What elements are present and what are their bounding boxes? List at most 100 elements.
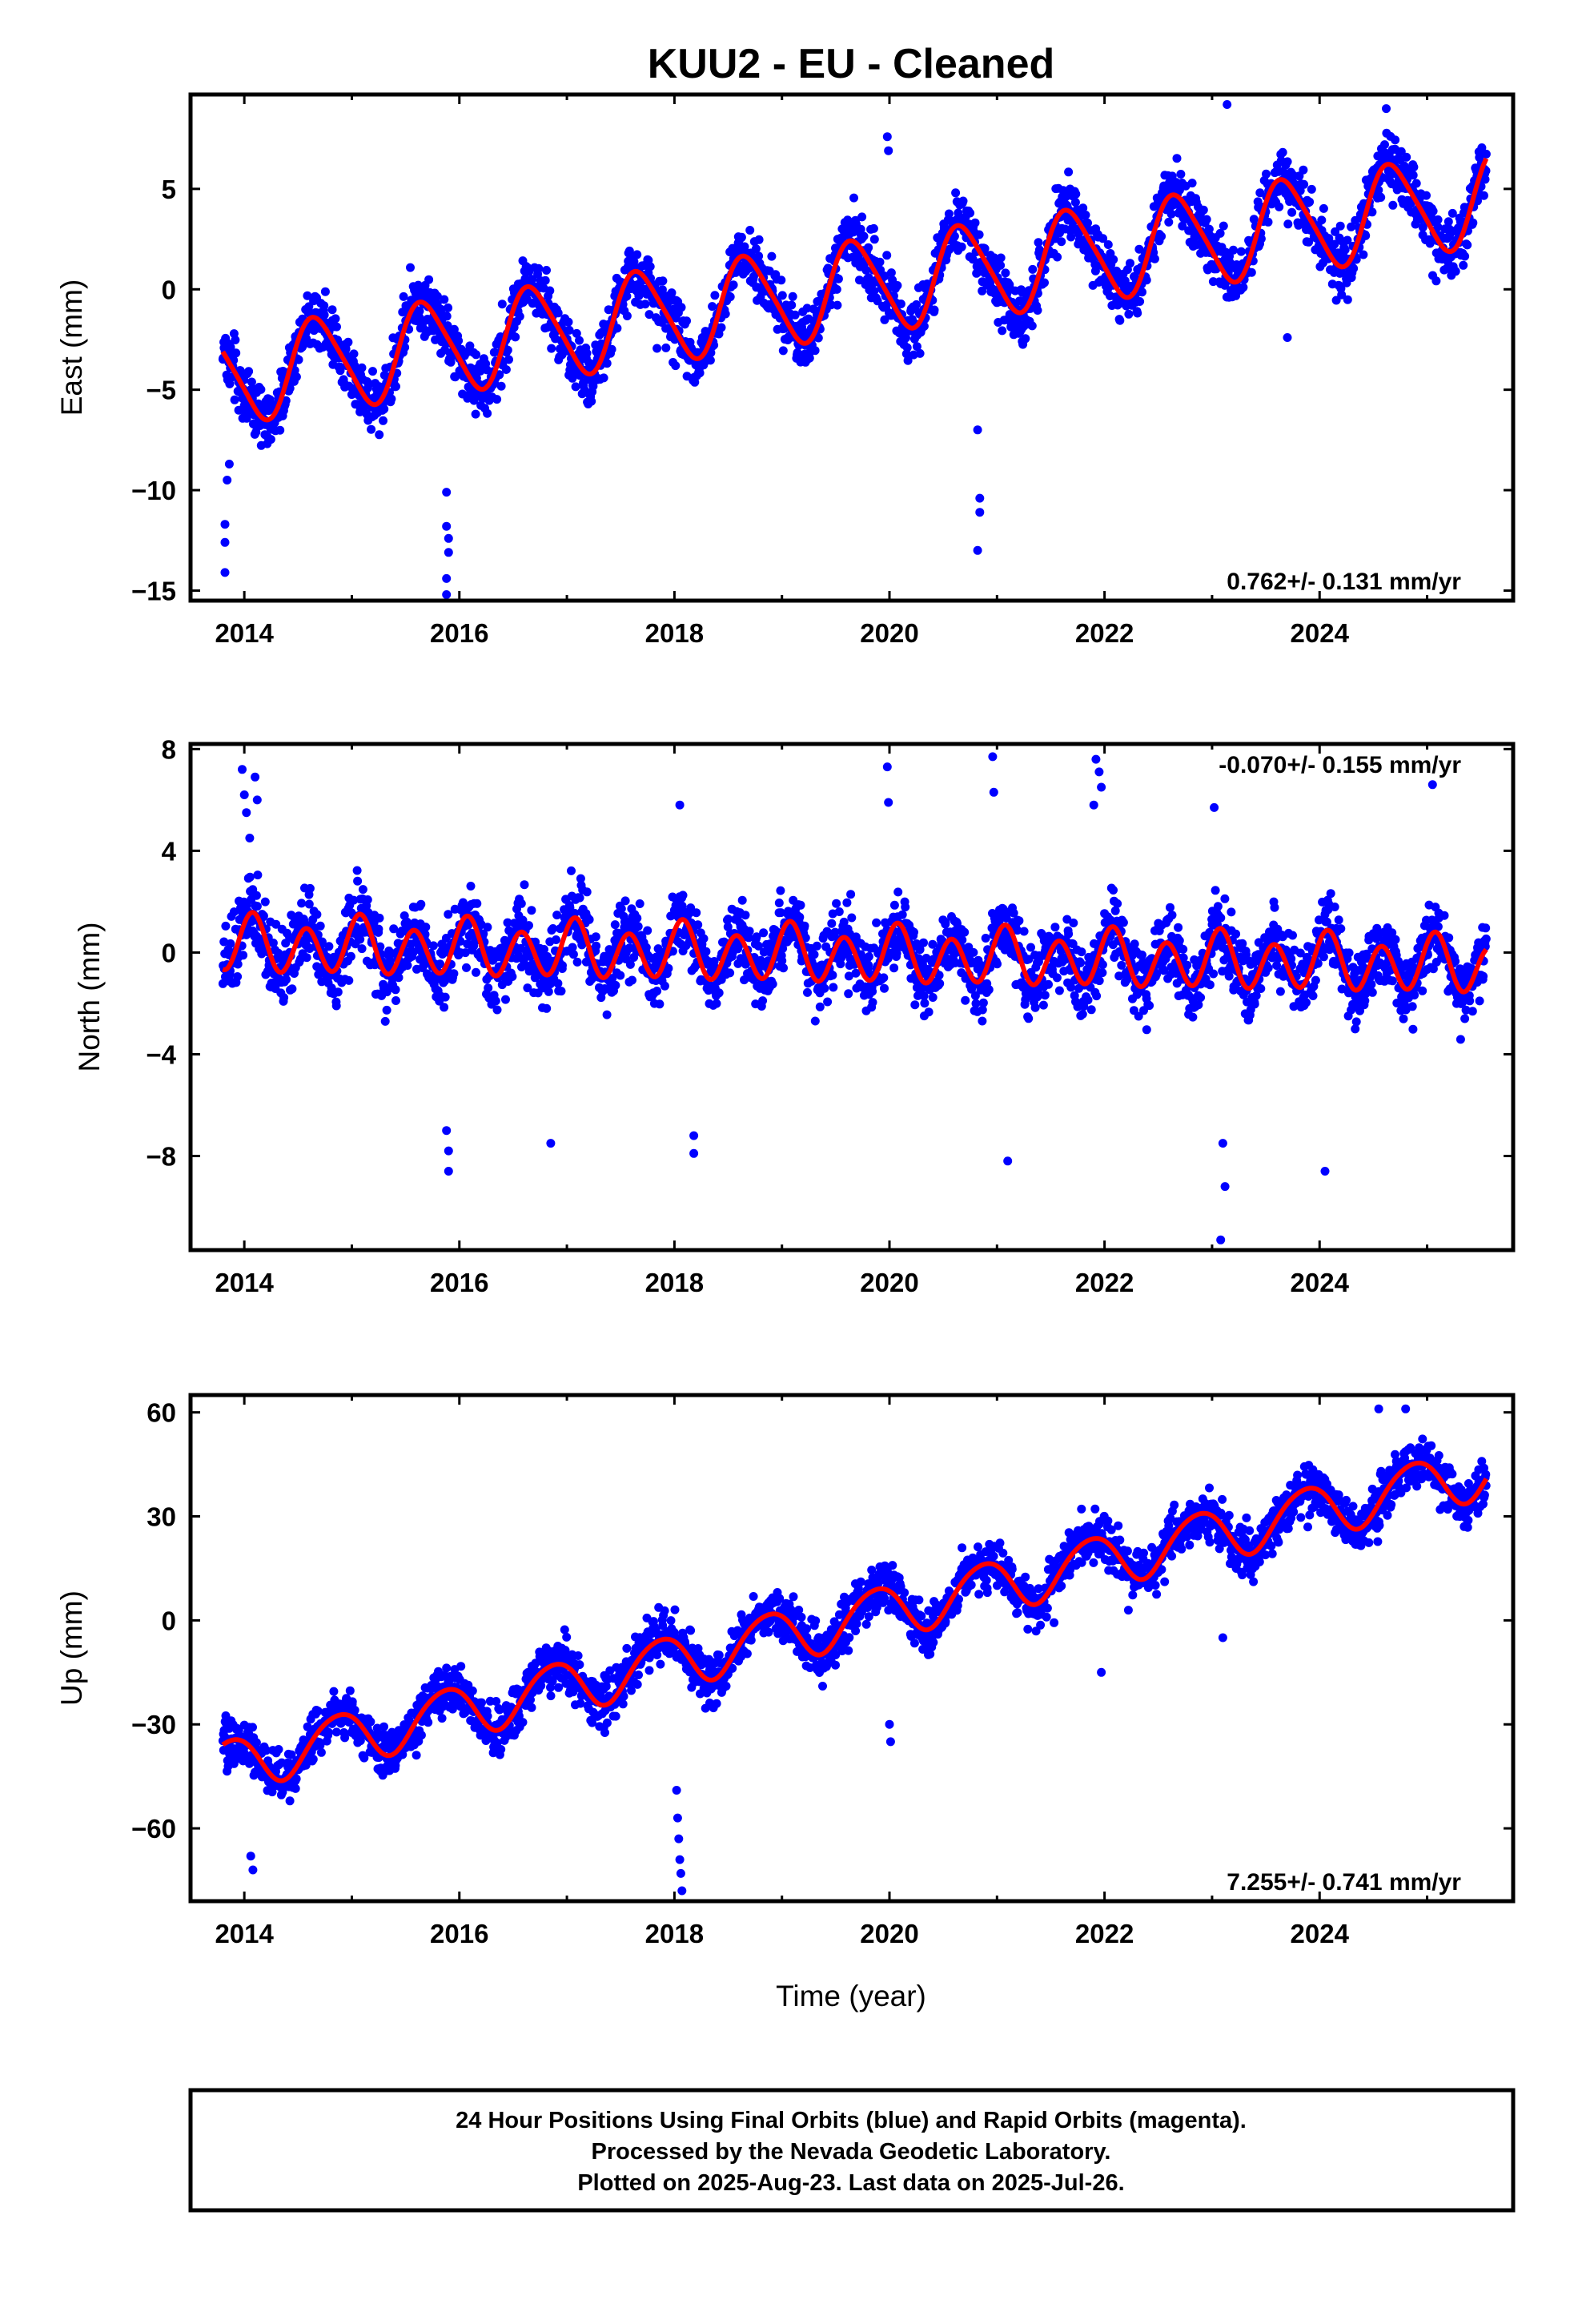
north-data-point [1130,939,1139,949]
north-scatter-layer [218,752,1491,1244]
east-data-point [400,343,410,352]
north-data-point [1024,1014,1034,1023]
east-data-point [869,223,878,233]
north-data-point [745,927,754,936]
east-data-point [1070,198,1080,207]
chart-title: KUU2 - EU - Cleaned [648,41,1055,87]
north-data-point [897,910,907,919]
north-data-point [1182,960,1192,970]
east-data-point [833,300,842,310]
north-data-point [242,930,251,939]
north-data-point [1174,923,1183,932]
north-data-point [616,904,626,914]
east-data-point [1463,240,1472,250]
north-data-point [1054,986,1064,995]
north-data-point [616,971,625,980]
east-data-point [244,367,254,376]
north-data-point [523,983,532,993]
north-data-point [466,882,476,891]
north-data-point [245,872,255,882]
north-data-point [501,995,510,1004]
east-data-point [1319,203,1328,213]
east-data-point [1367,207,1377,217]
east-data-point [864,243,873,252]
east-model-line [220,157,1489,423]
east-data-point [903,356,913,365]
north-data-point [724,915,733,924]
north-data-point [394,973,404,983]
north-data-point [239,951,248,960]
north-data-point [402,917,412,927]
east-data-point [230,395,239,404]
east-outlier-point [884,146,893,155]
north-data-point [969,947,978,957]
east-data-point [588,381,598,391]
north-data-point [352,866,362,875]
east-data-point [515,312,524,321]
east-data-point [332,322,341,332]
east-data-point [572,328,581,338]
north-data-point [1302,998,1311,1007]
north-data-point [391,996,400,1005]
north-data-point [508,972,517,981]
north-data-point [253,870,263,880]
north-data-point [279,993,289,1003]
east-data-point [957,242,966,251]
east-data-point [622,292,632,301]
east-data-point [978,286,987,296]
north-data-point [928,993,938,1002]
north-data-point [386,956,395,966]
north-data-point [1019,927,1029,936]
east-data-point [974,230,984,239]
east-data-point [1347,222,1356,231]
east-data-point [436,304,446,314]
north-data-point [803,987,812,997]
east-data-point [511,332,520,342]
east-data-point [1331,296,1341,305]
north-data-point [776,886,785,895]
east-data-point [540,275,550,285]
east-data-point [1081,211,1090,219]
north-data-point [737,895,747,905]
east-data-point [504,355,513,364]
north-data-point [893,887,903,897]
north-data-point [1211,886,1220,895]
north-data-point [1076,958,1086,967]
north-data-point [252,902,262,911]
north-data-point [229,907,239,917]
north-data-point [331,1001,341,1011]
east-data-point [708,302,717,312]
east-axis-ticks: 2014 2016 2018 2020 2022 2024−15−10−505 [131,94,1513,648]
east-data-point [399,292,408,301]
east-y-tick-label: 0 [162,275,176,304]
east-data-point [1120,276,1130,286]
north-data-point [516,899,526,908]
north-data-point [479,929,488,939]
north-data-point [375,913,384,923]
north-data-point [872,918,881,927]
north-data-point [693,920,703,930]
east-data-point [832,284,841,294]
east-data-point [575,336,584,345]
east-data-point [275,425,285,435]
east-data-point [717,323,726,332]
east-data-point [645,262,655,271]
east-data-point [1388,200,1398,210]
north-data-point [960,927,970,937]
north-data-point [643,926,652,935]
east-data-point [880,315,889,324]
east-data-point [1283,157,1292,167]
east-data-point [886,268,896,278]
east-y-tick-label: 5 [162,175,176,204]
north-data-point [1231,929,1241,939]
east-data-point [1078,203,1088,213]
north-data-point [712,999,721,1008]
north-data-point [440,992,450,1002]
north-data-point [568,943,577,952]
east-data-point [1278,147,1287,157]
north-data-point [1188,1012,1198,1022]
north-data-point [924,1007,934,1017]
north-data-point [1205,980,1215,990]
east-data-point [857,212,867,222]
